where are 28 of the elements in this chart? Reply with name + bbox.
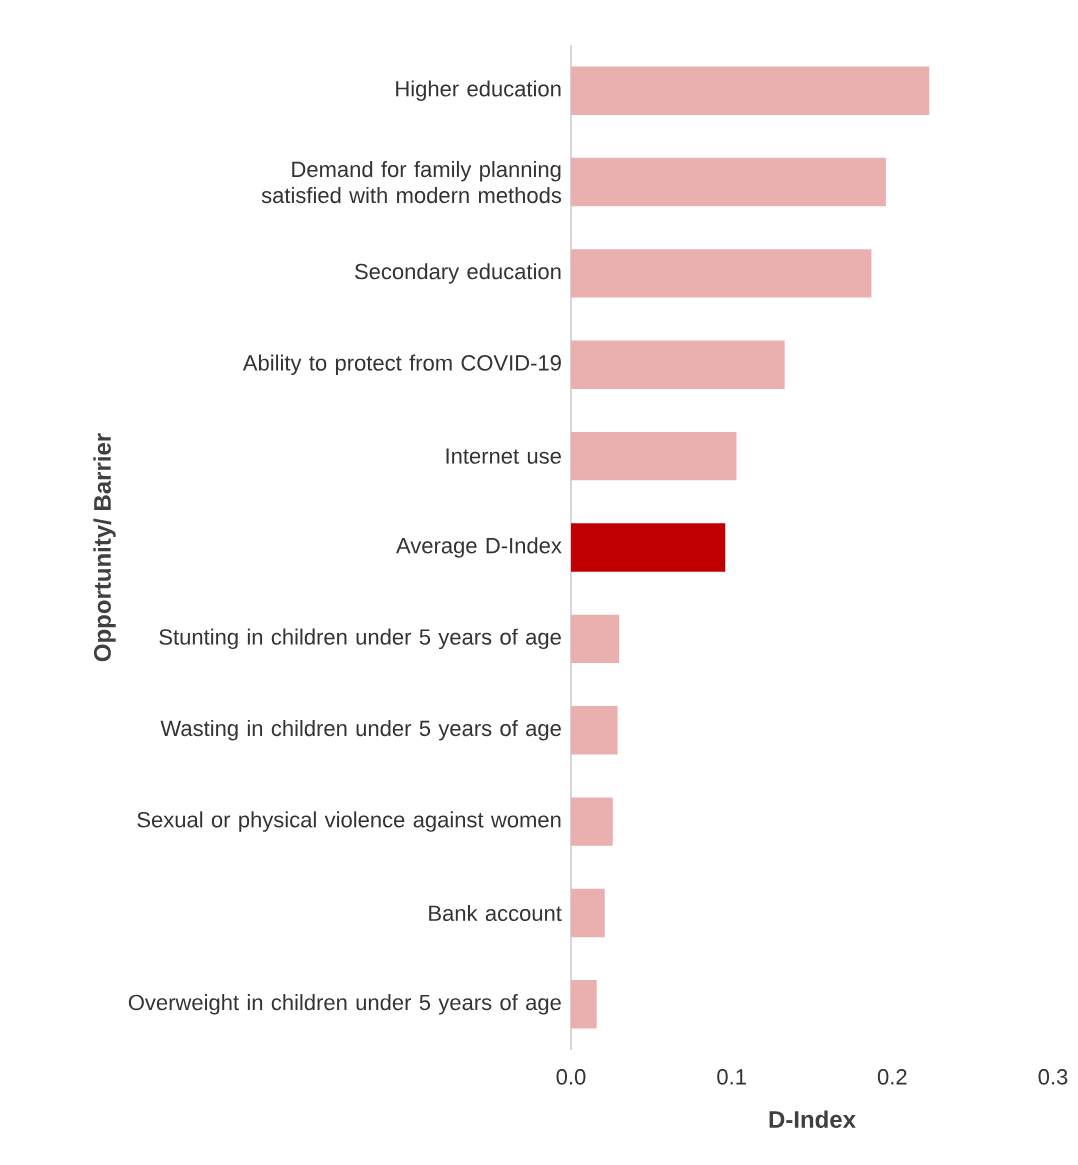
bar [571, 706, 618, 755]
y-tick-label: Stunting in children under 5 years of age [159, 628, 561, 650]
y-tick-label: Sexual or physical violence against women [137, 811, 561, 832]
bar [571, 66, 930, 115]
bar [571, 431, 737, 481]
y-tick-label: Bank account [429, 904, 562, 922]
y-tick-label: Average D-Index [396, 537, 562, 558]
y-tick-label: Overweight in children under 5 years of age [128, 994, 561, 1015]
bar [571, 523, 726, 572]
y-tick-label: Internet use [446, 448, 561, 464]
y-tick-label: Secondary education [355, 263, 561, 284]
bar [571, 797, 613, 846]
y-tick-label: Ability to protect from COVID-19 [242, 354, 561, 376]
x-axis-title: D-Index [769, 1110, 856, 1128]
x-tick-label: 0.1 [717, 1069, 746, 1085]
x-tick-label: 0.2 [877, 1069, 907, 1085]
x-tick-label: 0.0 [556, 1069, 586, 1085]
x-tick-label: 0.3 [1038, 1069, 1068, 1085]
bar [571, 157, 886, 207]
y-axis-title: Opportunity/ Barrier [93, 433, 116, 662]
y-tick-label: Wasting in children under 5 years of age [160, 719, 561, 741]
bar [571, 340, 785, 389]
y-tick-label: Higher education [396, 80, 561, 101]
bar [571, 888, 605, 938]
bar [571, 614, 620, 664]
y-tick-label: Demand for family planning satisfied with modern methods [261, 160, 562, 204]
bar [571, 249, 872, 298]
bar [571, 980, 597, 1029]
